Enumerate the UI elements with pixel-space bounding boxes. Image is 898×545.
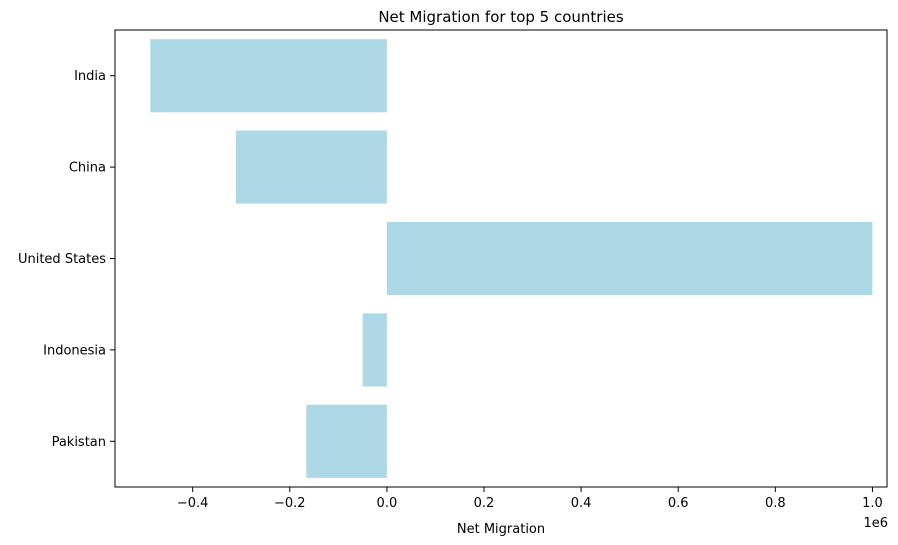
- y-tick-label: India: [74, 69, 106, 84]
- bar-pakistan: [306, 404, 387, 478]
- chart-title: Net Migration for top 5 countries: [378, 8, 624, 26]
- x-tick-label: 0.4: [571, 496, 592, 511]
- x-tick-label: 0.2: [474, 496, 495, 511]
- bar-united-states: [386, 221, 873, 296]
- y-tick-label: United States: [18, 252, 106, 267]
- x-offset-label: 1e6: [863, 516, 888, 531]
- x-tick-label: 0.8: [765, 496, 786, 511]
- bars-group: [150, 39, 873, 478]
- bar-china: [235, 130, 387, 204]
- x-axis-label: Net Migration: [457, 522, 545, 537]
- bar-indonesia: [362, 313, 387, 387]
- bar-india: [150, 39, 387, 113]
- x-axis: −0.4 −0.2 0.0 0.2 0.4 0.6 0.8 1.0: [177, 487, 883, 511]
- x-tick-label: −0.2: [274, 496, 306, 511]
- y-tick-label: Indonesia: [43, 343, 106, 358]
- x-tick-label: 1.0: [862, 496, 883, 511]
- y-tick-label: Pakistan: [52, 435, 106, 450]
- x-tick-label: 0.6: [668, 496, 689, 511]
- y-tick-label: China: [69, 161, 106, 176]
- x-tick-label: 0.0: [377, 496, 398, 511]
- y-axis: India China United States Indonesia Pakistan: [18, 69, 115, 450]
- x-tick-label: −0.4: [177, 496, 209, 511]
